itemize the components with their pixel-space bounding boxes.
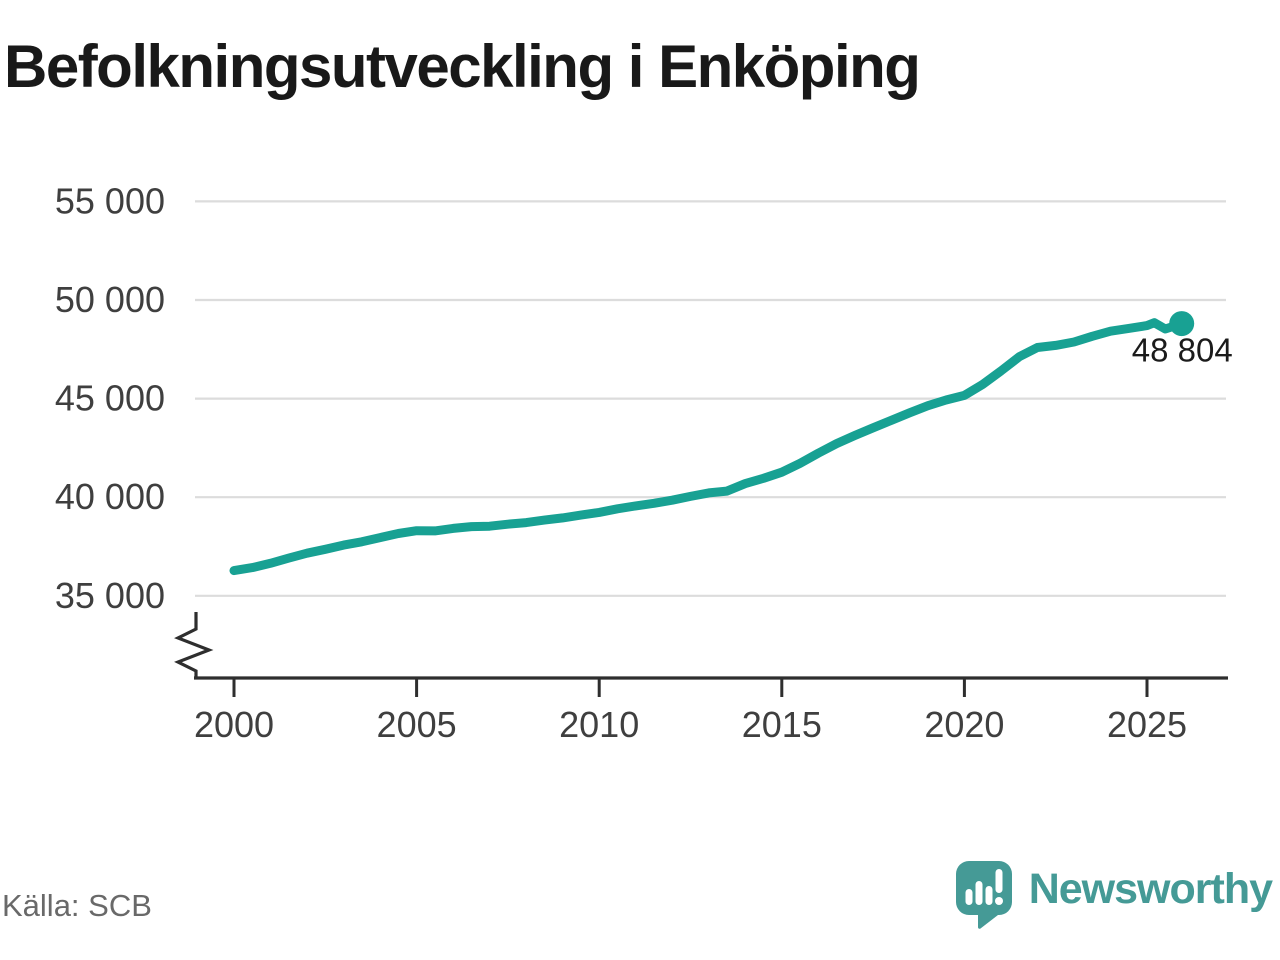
y-tick-label: 35 000 (55, 575, 165, 616)
x-tick-label: 2015 (742, 704, 822, 745)
x-tick-label: 2010 (559, 704, 639, 745)
newsworthy-logo-icon (955, 861, 1012, 929)
latest-point-dot (1169, 311, 1195, 337)
y-tick-label: 40 000 (55, 476, 165, 517)
brand-block: Newsworthy (954, 856, 1273, 932)
y-tick-label: 50 000 (55, 279, 165, 320)
source-note: Källa: SCB (2, 888, 152, 923)
x-tick-label: 2000 (194, 704, 274, 745)
latest-value-label: 48 804 (1132, 332, 1233, 369)
x-tick-label: 2020 (924, 704, 1004, 745)
population-line (229, 318, 1187, 576)
chart-title: Befolkningsutveckling i Enköping (4, 33, 921, 100)
brand-name: Newsworthy (1028, 864, 1273, 913)
x-tick-label: 2025 (1107, 704, 1187, 745)
y-axis-break-icon (174, 612, 214, 678)
x-tick-label: 2005 (377, 704, 457, 745)
y-tick-label: 45 000 (55, 378, 165, 419)
y-tick-label: 55 000 (55, 180, 165, 221)
